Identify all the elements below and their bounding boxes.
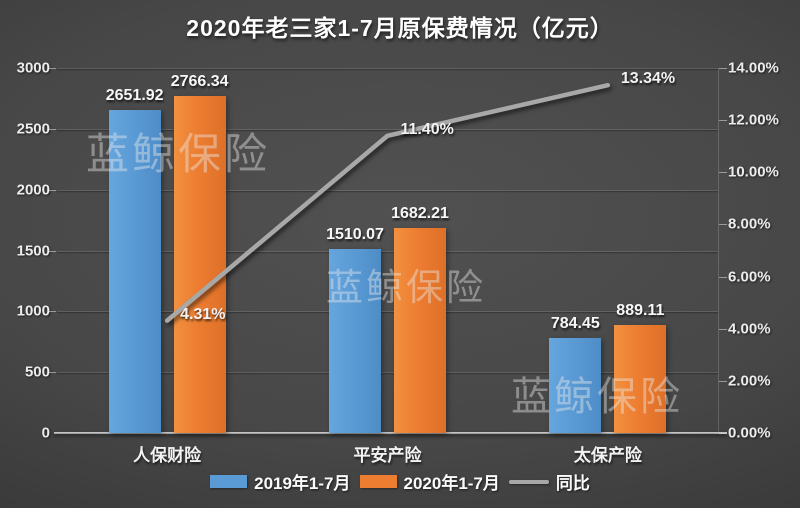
legend: 2019年1-7月 2020年1-7月 同比: [0, 469, 800, 494]
y-axis-label-right: 0.00%: [728, 424, 771, 442]
gridline: [57, 128, 718, 130]
gridline: [57, 311, 718, 313]
y-axis-label-right: 4.00%: [728, 320, 771, 338]
legend-label-2020: 2020年1-7月: [403, 474, 500, 493]
bar-2020: [173, 96, 226, 433]
gridline: [57, 189, 718, 191]
axis-tick: [48, 311, 56, 313]
axis-tick: [719, 380, 727, 382]
bar-2019: [108, 110, 161, 433]
gridline: [57, 68, 718, 69]
legend-swatch-2020-icon: [359, 475, 397, 488]
axis-tick: [719, 172, 727, 174]
line-value-label: 4.31%: [180, 305, 226, 323]
bar-2020: [614, 324, 667, 433]
y-axis-label-left: 2000: [16, 181, 50, 199]
bar-value-label: 1682.21: [391, 205, 449, 223]
legend-item-2020: 2020年1-7月: [359, 469, 500, 494]
axis-tick: [48, 189, 56, 191]
plot-area: 2651.92 2766.34 1510.07 1682.21 784.45 889.11…: [48, 68, 727, 434]
category-label: 平安产险: [353, 446, 422, 465]
y-axis-right: 14.00% 12.00% 10.00% 8.00% 6.00% 4.00% 2.00% 0.…: [728, 60, 798, 442]
bar-value-label: 889.11: [616, 301, 665, 319]
line-value-label: 13.34%: [620, 70, 676, 88]
bar-2019: [329, 249, 381, 433]
axis-tick: [48, 68, 56, 69]
y-axis-label-right: 12.00%: [728, 111, 779, 129]
bar-value-label: 784.45: [550, 314, 600, 332]
axis-tick: [719, 120, 727, 122]
y-axis-label-right: 8.00%: [728, 215, 771, 233]
y-axis-label-left: 2500: [16, 120, 50, 138]
legend-line-icon: [508, 479, 549, 484]
y-axis-label-left: 500: [24, 363, 50, 381]
y-axis-label-right: 6.00%: [728, 268, 771, 286]
yoy-line: [164, 82, 611, 323]
legend-item-yoy: 同比: [508, 469, 590, 494]
legend-label-yoy: 同比: [555, 474, 590, 493]
y-axis-label-right: 2.00%: [728, 372, 771, 390]
axis-tick: [719, 433, 727, 434]
axis-tick: [719, 68, 727, 69]
axis-tick: [719, 328, 727, 330]
bar-value-label: 1510.07: [326, 226, 384, 244]
axis-tick: [48, 128, 56, 130]
category-label: 太保产险: [573, 446, 642, 465]
bar-2019: [549, 337, 602, 433]
y-axis-left: 3000 2500 2000 1500 1000 500 0: [0, 60, 50, 442]
axis-tick: [48, 250, 56, 252]
bar-2020: [394, 228, 446, 433]
y-axis-label-left: 1000: [16, 302, 50, 320]
y-axis-label-right: 14.00%: [728, 59, 779, 77]
axis-tick: [48, 372, 56, 374]
x-axis-line: [54, 432, 727, 434]
legend-swatch-2019-icon: [210, 475, 248, 488]
gridline: [57, 372, 718, 374]
y-axis-label-left: 3000: [16, 59, 50, 77]
axis-tick: [719, 224, 727, 226]
line-value-label: 11.40%: [400, 120, 454, 138]
bar-value-label: 2766.34: [170, 73, 229, 91]
y-axis-label-left: 0: [41, 424, 50, 442]
axis-tick: [719, 276, 727, 278]
y-axis-label-left: 1500: [16, 242, 50, 259]
legend-item-2019: 2019年1-7月: [210, 469, 351, 494]
bar-value-label: 2651.92: [105, 87, 164, 105]
y-axis-label-right: 10.00%: [728, 163, 779, 181]
category-label: 人保财险: [133, 446, 202, 465]
legend-label-2019: 2019年1-7月: [254, 474, 351, 493]
gridline: [57, 250, 718, 252]
chart-title: 2020年老三家1-7月原保费情况（亿元）: [186, 15, 614, 41]
